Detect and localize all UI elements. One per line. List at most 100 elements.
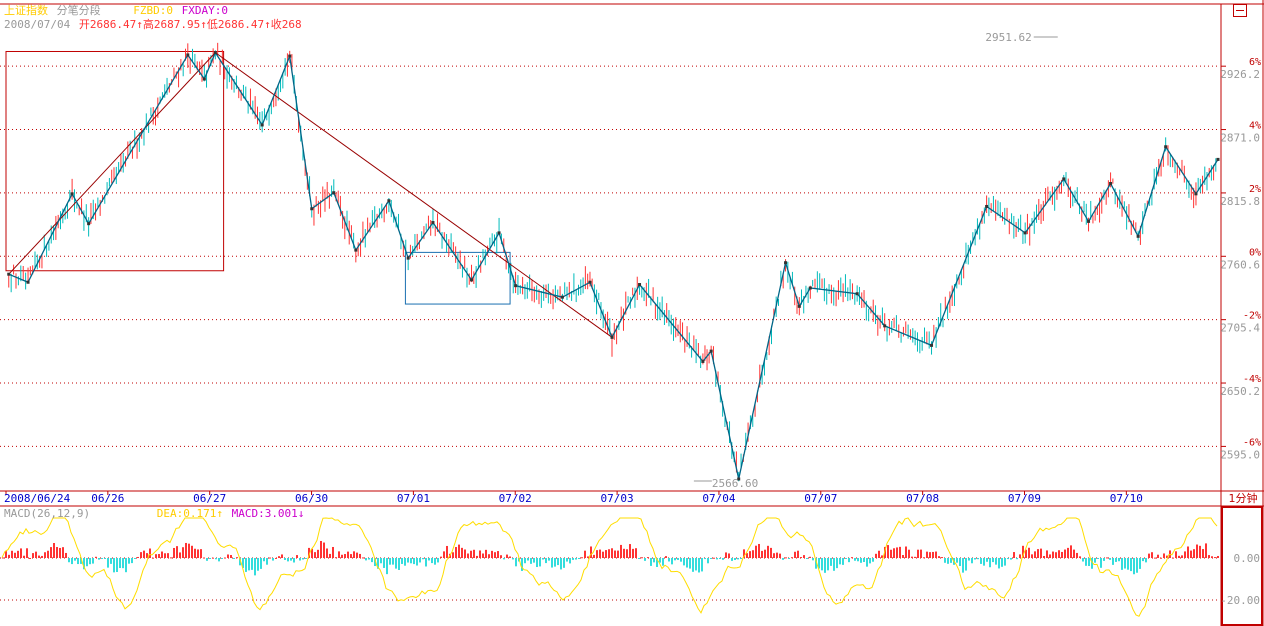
macd-bar xyxy=(881,555,883,558)
macd-bar xyxy=(239,558,241,566)
date-tick-label: 07/03 xyxy=(601,492,634,505)
zigzag-vertex xyxy=(354,248,358,252)
macd-bar xyxy=(1031,554,1033,558)
macd-bar xyxy=(923,557,925,559)
mode-label[interactable]: 分笔分段 xyxy=(56,4,101,17)
macd-bar xyxy=(1043,556,1045,558)
macd-bar xyxy=(89,558,91,565)
macd-bar xyxy=(296,555,298,558)
date-tick-label: 07/10 xyxy=(1110,492,1143,505)
macd-bar xyxy=(524,558,526,564)
macd-bar xyxy=(104,558,106,559)
macd-bar xyxy=(554,558,556,567)
macd-plot[interactable] xyxy=(1,517,1219,617)
macd-bar xyxy=(233,558,235,559)
macd-bar xyxy=(341,554,343,558)
macd-bar xyxy=(680,558,682,562)
macd-bar xyxy=(569,558,571,564)
macd-bar xyxy=(1103,558,1105,561)
macd-bar xyxy=(1082,558,1084,562)
price-plot[interactable]: 2951.62 2566.60 xyxy=(5,31,1220,490)
macd-bar xyxy=(722,558,724,560)
macd-bar xyxy=(1097,558,1099,559)
macd-bar xyxy=(365,558,367,561)
date-tick-label: 06/30 xyxy=(295,492,328,505)
macd-bar xyxy=(260,558,262,569)
macd-bar xyxy=(989,558,991,568)
macd-bar xyxy=(161,551,163,558)
macd-bar xyxy=(170,557,172,559)
macd-bar xyxy=(452,552,454,558)
macd-bar xyxy=(317,549,319,558)
price-tick-label: 2871.0 xyxy=(1220,132,1260,145)
macd-bar xyxy=(845,558,847,559)
range-box-blue[interactable] xyxy=(404,251,511,305)
macd-bar xyxy=(17,550,19,558)
macd-bar xyxy=(1160,557,1162,559)
macd-bar xyxy=(308,547,310,558)
macd-bar xyxy=(1121,558,1123,570)
macd-bar xyxy=(20,548,22,558)
macd-bar xyxy=(1058,550,1060,558)
macd-bar xyxy=(350,554,352,558)
trend-line[interactable] xyxy=(8,52,216,275)
macd-header: MACD(26,12,9) DEA:0.171↑ MACD:3.001↓ xyxy=(4,507,304,520)
macd-bar xyxy=(116,558,118,573)
macd-bar xyxy=(1157,554,1159,558)
macd-bar xyxy=(1211,556,1213,558)
macd-bar xyxy=(614,550,616,558)
macd-bar xyxy=(737,558,739,560)
macd-bar xyxy=(1172,557,1174,559)
macd-bar xyxy=(590,546,592,558)
macd-bar xyxy=(320,540,322,558)
macd-title: MACD(26,12,9) xyxy=(4,507,91,520)
macd-bar xyxy=(1193,549,1195,558)
macd-bar xyxy=(914,556,916,558)
macd-bar xyxy=(1019,554,1021,558)
macd-bar xyxy=(848,558,850,563)
macd-bar xyxy=(29,557,31,559)
period-label[interactable]: 1分钟 xyxy=(1228,492,1258,505)
macd-bar xyxy=(467,553,469,558)
macd-bar xyxy=(962,558,964,573)
percent-tick-label: -4% xyxy=(1243,374,1261,385)
range-box-red[interactable] xyxy=(5,50,225,272)
macd-bar xyxy=(401,558,403,564)
zigzag-vertex xyxy=(638,283,642,287)
macd-bar xyxy=(140,552,142,558)
macd-bar xyxy=(959,558,961,567)
macd-bar xyxy=(758,543,760,558)
macd-bar xyxy=(551,558,553,568)
macd-bar xyxy=(434,558,436,565)
zigzag-vertex xyxy=(883,324,887,328)
maximize-icon[interactable] xyxy=(1233,4,1247,17)
zigzag-vertex xyxy=(1109,182,1113,186)
macd-bar xyxy=(101,558,103,559)
macd-bar xyxy=(665,556,667,558)
macd-bar xyxy=(512,558,514,560)
percent-tick-label: -6% xyxy=(1243,437,1261,448)
macd-bar xyxy=(95,556,97,558)
macd-bar xyxy=(857,558,859,562)
date-tick-label: 06/26 xyxy=(91,492,124,505)
zigzag-vertex xyxy=(213,51,217,55)
macd-bar xyxy=(1178,555,1180,558)
macd-bar xyxy=(860,558,862,563)
zigzag-line[interactable] xyxy=(8,51,1219,480)
macd-bar xyxy=(752,550,754,558)
index-name[interactable]: 上证指数 xyxy=(4,4,48,17)
macd-bar xyxy=(1115,558,1117,562)
macd-bar xyxy=(695,558,697,571)
macd-bar xyxy=(1007,558,1009,560)
trend-line[interactable] xyxy=(215,52,613,338)
macd-bar xyxy=(281,554,283,558)
macd-bar xyxy=(359,553,361,558)
macd-bar xyxy=(893,548,895,558)
macd-bar xyxy=(491,550,493,558)
macd-bar xyxy=(35,551,37,558)
macd-bar xyxy=(935,551,937,558)
macd-bar xyxy=(5,551,7,558)
macd-bar xyxy=(980,558,982,564)
macd-bar xyxy=(389,558,391,565)
